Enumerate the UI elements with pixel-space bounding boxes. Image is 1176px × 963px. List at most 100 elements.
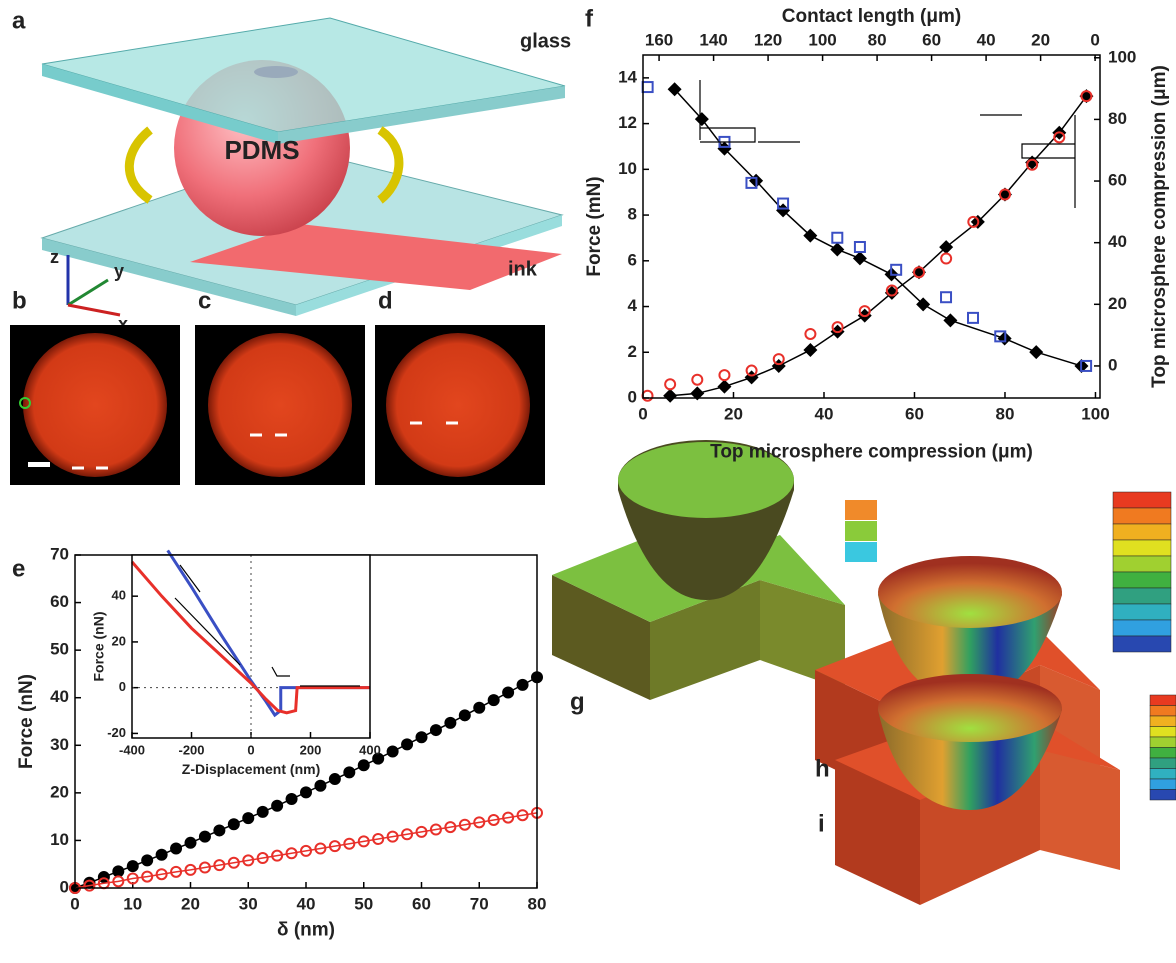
x-axis-label: Top microsphere compression (μm)	[710, 441, 1033, 462]
x2-tick-label: 20	[1031, 30, 1050, 49]
x2-axis-label: Contact length (μm)	[782, 6, 961, 27]
point	[502, 686, 514, 698]
microsphere	[208, 333, 352, 477]
point	[314, 780, 326, 792]
point	[943, 313, 957, 327]
colorbar	[1113, 620, 1171, 636]
point	[941, 292, 951, 302]
y-tick-label: 10	[50, 830, 69, 849]
y2-tick-label: 80	[1108, 109, 1127, 128]
point	[855, 242, 865, 252]
point	[692, 375, 702, 385]
colorbar	[845, 542, 877, 562]
glass-plate	[42, 18, 565, 132]
hemisphere-top	[878, 556, 1062, 628]
point	[401, 738, 413, 750]
colorbar	[1113, 636, 1171, 652]
point	[830, 242, 844, 256]
point	[832, 233, 842, 243]
y-tick-label: 2	[628, 342, 637, 361]
point	[488, 694, 500, 706]
y-tick-label: 8	[628, 205, 637, 224]
x-tick-label: 20	[724, 404, 743, 423]
label-ink: ink	[508, 258, 538, 280]
y2-tick-label: 40	[1108, 232, 1127, 251]
point	[141, 854, 153, 866]
y2-tick-label: 100	[1108, 47, 1136, 66]
point	[853, 251, 867, 265]
x-axis-label: δ (nm)	[277, 920, 335, 941]
point	[430, 724, 442, 736]
colorbar	[1150, 727, 1176, 738]
point	[459, 709, 471, 721]
axis-y: y	[114, 261, 124, 281]
x-tick-label: 80	[528, 894, 547, 913]
series-line	[675, 89, 1082, 366]
series-line	[75, 813, 537, 888]
x-tick-label: 0	[70, 894, 79, 913]
panel-label: h	[815, 755, 830, 782]
point	[343, 766, 355, 778]
y-tick-label: 14	[618, 67, 637, 86]
point	[329, 773, 341, 785]
point	[213, 824, 225, 836]
colorbar	[1150, 790, 1176, 801]
point	[300, 786, 312, 798]
y-tick-label: 60	[50, 592, 69, 611]
x2-tick-label: 140	[699, 30, 727, 49]
x-axis-label: Z-Displacement (nm)	[182, 761, 320, 777]
panel-label: b	[12, 287, 27, 314]
point	[199, 831, 211, 843]
point	[358, 759, 370, 771]
y-tick-label: 4	[628, 296, 638, 315]
y-tick-label: 0	[60, 877, 69, 896]
point	[643, 391, 653, 401]
y2-tick-label: 0	[1108, 355, 1117, 374]
rotation-arrow	[129, 130, 150, 200]
y-tick-label: 20	[50, 782, 69, 801]
point	[286, 793, 298, 805]
colorbar	[1113, 556, 1171, 572]
block-face	[1040, 750, 1120, 870]
chart: -400-2000200400-2002040Z-Displacement (n…	[91, 550, 381, 777]
x-tick-label: 30	[239, 894, 258, 913]
x2-tick-label: 80	[868, 30, 887, 49]
plot-frame	[643, 55, 1100, 398]
colorbar	[1150, 769, 1176, 780]
y-tick-label: 50	[50, 640, 69, 659]
microsphere	[386, 333, 530, 477]
axis-arrow	[68, 280, 108, 305]
point	[719, 370, 729, 380]
y2-tick-label: 20	[1108, 294, 1127, 313]
x-tick-label: 50	[354, 894, 373, 913]
colorbar	[1150, 716, 1176, 727]
y-axis-label: Force (nN)	[91, 612, 107, 682]
x2-tick-label: 160	[645, 30, 673, 49]
point	[1029, 345, 1043, 359]
point	[941, 254, 951, 264]
colorbar	[1113, 540, 1171, 556]
panel-label: g	[570, 688, 585, 715]
point	[228, 818, 240, 830]
x-tick-label: 60	[412, 894, 431, 913]
colorbar	[1150, 779, 1176, 790]
colorbar	[1113, 604, 1171, 620]
x-tick-label: 100	[1081, 404, 1109, 423]
label-pdms: PDMS	[224, 135, 299, 165]
y-tick-label: 40	[50, 687, 69, 706]
panel-label: i	[818, 810, 825, 837]
point	[473, 702, 485, 714]
y-tick-label: 40	[112, 588, 126, 603]
point	[387, 745, 399, 757]
y2-tick-label: 60	[1108, 171, 1127, 190]
x-tick-label: 60	[905, 404, 924, 423]
colorbar	[845, 500, 877, 520]
point	[257, 806, 269, 818]
y-tick-label: 20	[112, 633, 126, 648]
figure: glass PDMS ink z y x	[0, 0, 1176, 963]
colorbar	[1150, 706, 1176, 717]
panel-label: f	[585, 5, 594, 32]
point	[170, 843, 182, 855]
scale-bar	[28, 462, 50, 467]
y-tick-label: 30	[50, 735, 69, 754]
